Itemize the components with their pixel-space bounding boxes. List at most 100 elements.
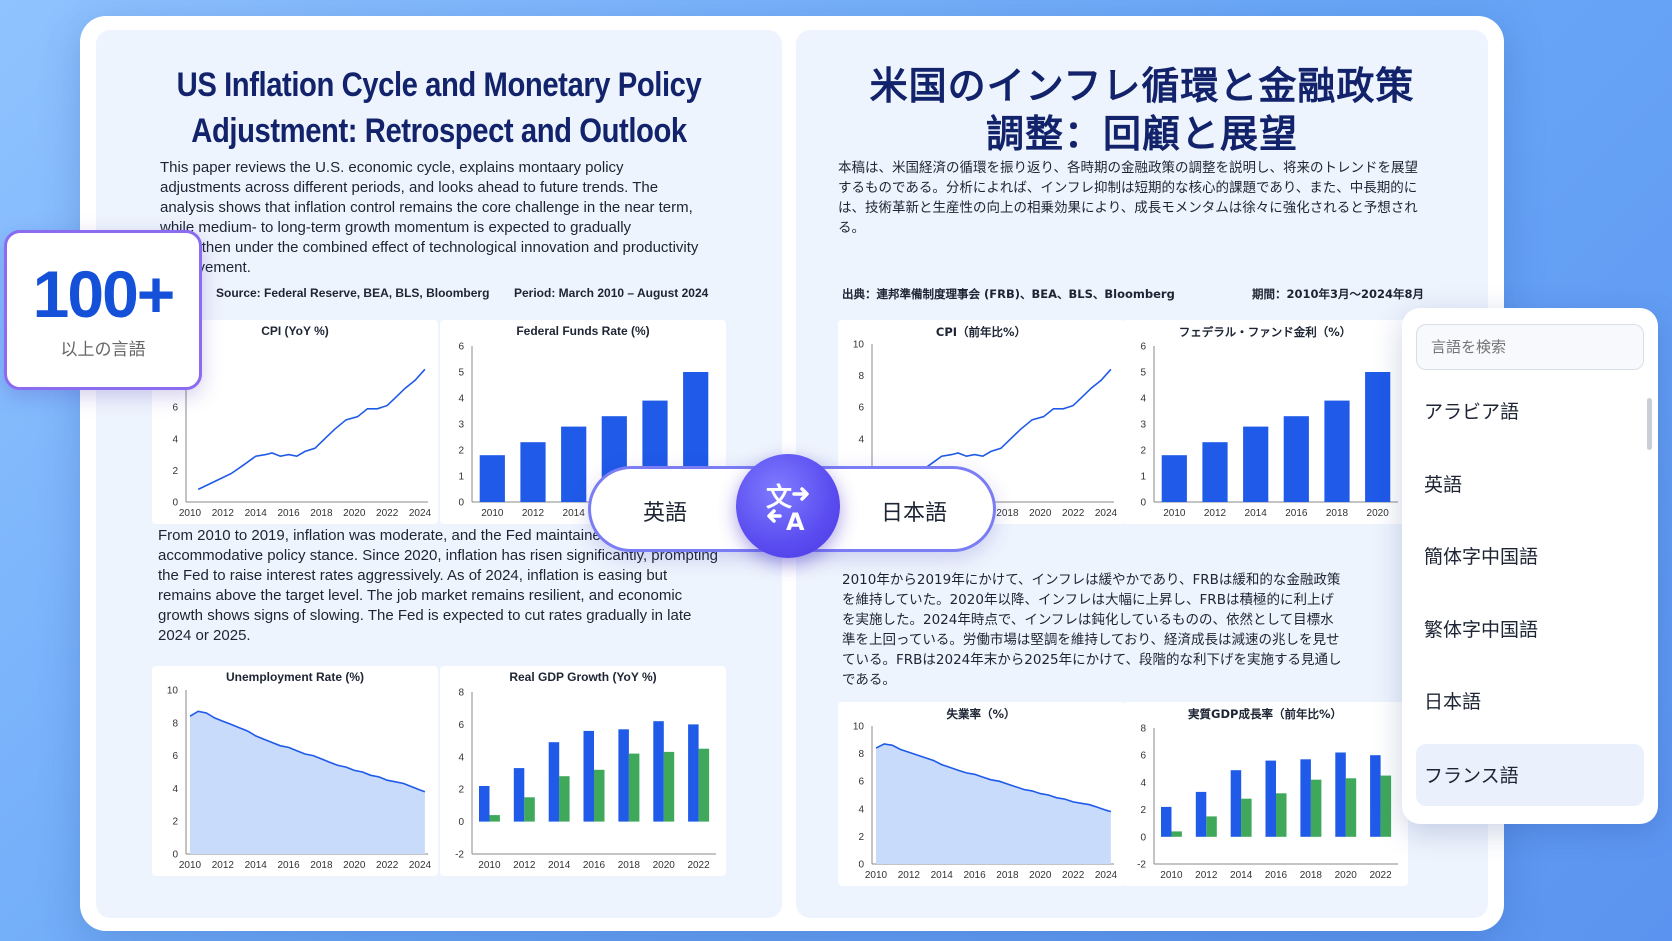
y-tick-label: 2 xyxy=(172,817,178,828)
x-tick-label: 2010 xyxy=(478,860,501,871)
gdp-growth-chart: -2 0 2 4 6 8 2010 2012 2014 2016 2018 2020 2022 Real… xyxy=(440,666,726,876)
bar xyxy=(548,742,560,822)
language-option[interactable]: 繁体字中国語 xyxy=(1424,619,1539,641)
bar xyxy=(1365,372,1391,502)
y-tick-label: 2 xyxy=(458,446,464,457)
series-line xyxy=(197,368,426,491)
language-option-selected[interactable]: フランス語 xyxy=(1416,744,1644,806)
x-tick-label: 2014 xyxy=(931,870,954,881)
bar xyxy=(1265,760,1276,837)
x-tick-label: 2016 xyxy=(963,870,986,881)
bar xyxy=(688,724,699,822)
bar xyxy=(1345,778,1357,837)
x-tick-label: 2018 xyxy=(618,860,641,871)
x-tick-label: 2016 xyxy=(1265,870,1288,881)
x-tick-label: 2024 xyxy=(1095,508,1118,519)
bar xyxy=(513,768,525,822)
translate-button[interactable]: 文 A xyxy=(736,454,840,558)
y-tick-label: 1 xyxy=(1140,472,1146,483)
y-tick-label: 5 xyxy=(458,368,464,379)
languages-count-label: 以上の言語 xyxy=(60,340,146,360)
source-language-button[interactable]: 英語 xyxy=(643,501,688,526)
bar xyxy=(489,815,500,822)
bar xyxy=(1300,759,1311,837)
bar xyxy=(1380,775,1392,837)
chart-title: CPI（前年比%） xyxy=(935,325,1027,339)
y-tick-label: 0 xyxy=(172,850,178,861)
x-tick-label: 2012 xyxy=(513,860,536,871)
language-option[interactable]: 日本語 xyxy=(1424,691,1482,713)
source-citation: Source: Federal Reserve, BEA, BLS, Bloom… xyxy=(216,286,490,300)
language-option[interactable]: 簡体字中国語 xyxy=(1424,546,1539,568)
x-tick-label: 2020 xyxy=(1029,870,1052,881)
x-tick-label: 2010 xyxy=(1160,870,1183,881)
bar xyxy=(1241,798,1252,837)
bar xyxy=(559,776,570,822)
y-tick-label: 4 xyxy=(172,784,178,795)
x-tick-label: 2014 xyxy=(245,860,268,871)
y-tick-label: 0 xyxy=(458,817,464,828)
series-line xyxy=(875,743,1112,813)
target-language-button[interactable]: 日本語 xyxy=(880,501,947,526)
x-tick-label: 2018 xyxy=(1300,870,1323,881)
bar xyxy=(1206,816,1217,837)
chart-title: 失業率（%） xyxy=(946,707,1016,721)
bar xyxy=(1283,416,1309,502)
language-option[interactable]: 英語 xyxy=(1424,474,1463,496)
x-tick-label: 2010 xyxy=(865,870,888,881)
svg-text:文: 文 xyxy=(766,482,793,513)
source-body: From 2010 to 2019, inflation was moderat… xyxy=(158,527,719,644)
bar xyxy=(520,442,546,502)
y-tick-label: 5 xyxy=(1140,368,1146,379)
bar xyxy=(583,730,594,822)
x-tick-label: 2020 xyxy=(1367,508,1390,519)
y-tick-label: 8 xyxy=(458,688,464,699)
series-area xyxy=(876,743,1111,864)
x-tick-label: 2010 xyxy=(1163,508,1186,519)
x-tick-label: 2022 xyxy=(376,508,399,519)
x-tick-label: 2012 xyxy=(212,860,235,871)
x-tick-label: 2010 xyxy=(179,508,202,519)
x-tick-label: 2010 xyxy=(481,508,504,519)
language-search-input[interactable] xyxy=(1416,324,1644,370)
language-option[interactable]: アラビア語 xyxy=(1424,401,1520,423)
x-tick-label: 2020 xyxy=(653,860,676,871)
y-tick-label: 2 xyxy=(172,466,178,477)
y-tick-label: 6 xyxy=(858,403,864,414)
x-tick-label: 2024 xyxy=(1095,870,1118,881)
unemployment-chart: 0 2 4 6 8 10 2010 2012 2014 2016 2018 2020 2022 2024 … xyxy=(152,666,438,876)
bar xyxy=(1370,755,1381,837)
target-body: 2010年から2019年にかけて、インフレは緩やかであり、FRBは緩和的な金融政… xyxy=(842,572,1342,688)
chart-title: Unemployment Rate (%) xyxy=(225,670,365,684)
bar xyxy=(1161,806,1172,837)
translated-document-panel: 米国のインフレ循環と金融政策 調整：回顧と展望 本稿は、米国経済の循環を振り返り… xyxy=(796,30,1488,918)
x-tick-label: 2014 xyxy=(1230,870,1253,881)
y-tick-label: 6 xyxy=(858,777,864,788)
y-tick-label: 4 xyxy=(858,804,864,815)
x-tick-label: 2018 xyxy=(310,860,333,871)
bar xyxy=(698,748,710,822)
y-tick-label: 10 xyxy=(853,340,865,351)
chart-title: CPI (YoY %) xyxy=(261,324,329,338)
y-tick-label: 1 xyxy=(458,472,464,483)
y-tick-label: 10 xyxy=(167,686,179,697)
bar xyxy=(1171,831,1182,837)
x-tick-label: 2010 xyxy=(179,860,202,871)
y-tick-label: 8 xyxy=(1140,724,1146,735)
bar xyxy=(1276,793,1287,837)
target-intro: 本稿は、米国経済の循環を振り返り、各時期の金融政策の調整を説明し、将来のトレンド… xyxy=(838,160,1418,236)
series-line xyxy=(189,710,426,793)
y-tick-label: 4 xyxy=(172,434,178,445)
language-menu: アラビア語 英語 簡体字中国語 繁体字中国語 日本語 フランス語 xyxy=(1402,308,1658,824)
bar xyxy=(1335,752,1346,837)
x-tick-label: 2020 xyxy=(343,508,366,519)
y-tick-label: 8 xyxy=(172,718,178,729)
source-title-line1: US Inflation Cycle and Monetary Policy xyxy=(176,66,702,104)
x-tick-label: 2016 xyxy=(277,508,300,519)
y-tick-label: 4 xyxy=(1140,778,1146,789)
x-tick-label: 2024 xyxy=(409,508,432,519)
x-tick-label: 2024 xyxy=(409,860,432,871)
language-menu-scrollbar[interactable] xyxy=(1647,398,1652,450)
bar xyxy=(594,769,605,822)
y-tick-label: -2 xyxy=(455,850,464,861)
